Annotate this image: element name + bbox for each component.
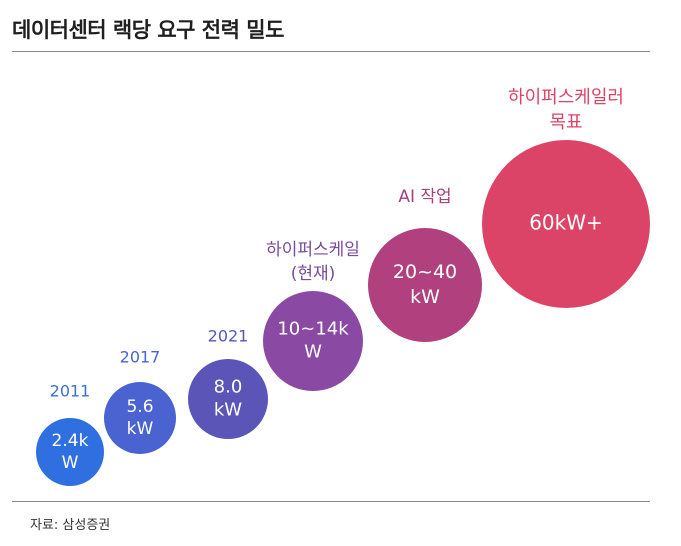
- bubble-label-5: 목표: [549, 112, 582, 133]
- bubble-value-2: 8.0: [214, 376, 243, 397]
- bubble-label-1: 2017: [120, 348, 161, 367]
- bubble-value-4: 20~40: [393, 261, 457, 283]
- source-note: 자료: 삼성증권: [30, 518, 111, 533]
- bubble-value-2: kW: [214, 400, 242, 421]
- bubble-value-1: kW: [127, 419, 154, 439]
- bubble-2: [188, 359, 268, 439]
- bubble-value-1: 5.6: [126, 397, 153, 417]
- bubble-1: [104, 382, 176, 454]
- bubble-label-3: 하이퍼스케일: [266, 240, 360, 260]
- chart-title: 데이터센터 랙당 요구 전력 밀도: [12, 18, 284, 42]
- bubble-4: [368, 228, 482, 342]
- footer-divider: [12, 501, 650, 502]
- bubble-value-4: kW: [410, 286, 440, 308]
- bubble-label-0: 2011: [50, 382, 91, 401]
- bubble-3: [263, 291, 363, 391]
- bubble-value-5: 60kW+: [529, 211, 603, 235]
- bubble-0: [36, 418, 104, 486]
- title-divider: [12, 51, 650, 52]
- bubble-5: [482, 140, 650, 308]
- bubble-value-0: 2.4k: [52, 431, 89, 451]
- bubble-label-3: (현재): [291, 264, 336, 284]
- bubble-value-0: W: [62, 453, 79, 473]
- bubble-label-5: 하이퍼스케일러: [508, 87, 624, 108]
- bubble-label-2: 2021: [208, 327, 249, 346]
- bubble-value-3: 10~14k: [277, 318, 349, 339]
- bubble-label-4: AI 작업: [398, 187, 451, 207]
- bubble-value-3: W: [304, 342, 322, 363]
